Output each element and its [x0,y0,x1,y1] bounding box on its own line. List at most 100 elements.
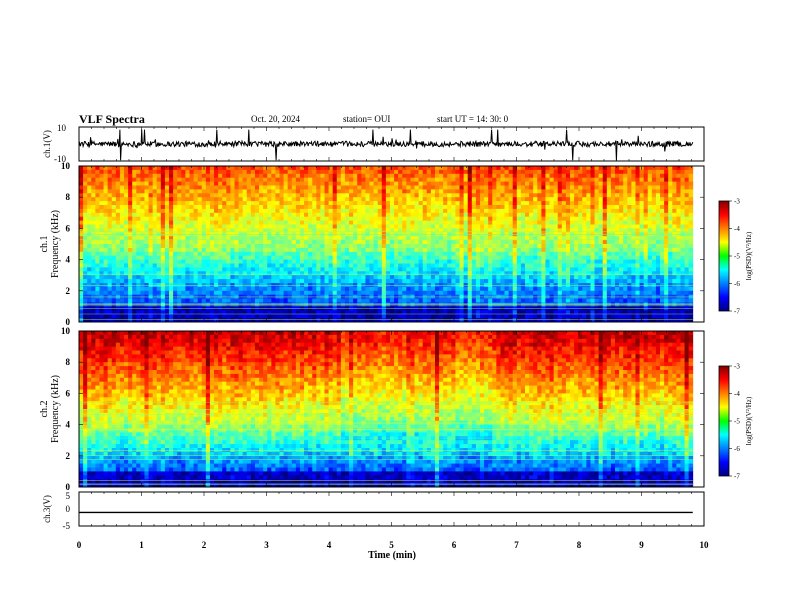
spectrogram-cell [557,259,563,264]
spectrogram-cell [287,181,293,186]
spectrogram-cell [173,201,178,206]
spectrogram-cell [516,240,522,245]
spectrogram-cell [553,220,559,225]
spectrogram-cell [479,224,485,229]
spectrogram-cell [349,267,354,272]
spectrogram-cell [312,255,317,260]
spectrogram-cell [124,228,129,233]
spectrogram-cell [406,205,411,210]
spectrogram-cell [238,169,244,175]
spectrogram-cell [320,197,325,202]
spectrogram-cell [610,189,616,194]
spectrogram-cell [516,271,522,276]
spectrogram-cell [373,224,379,229]
spectrogram-cell [684,247,690,253]
spectrogram-cell [582,169,587,175]
spectrogram-cell [488,275,493,280]
spectrogram-cell [87,166,92,171]
spectrogram-cell [447,205,452,210]
spectrogram-cell [672,236,677,241]
spectrogram-cell [508,251,514,257]
spectrogram-cell [304,189,309,194]
spectrogram-cell [283,208,289,214]
spectrogram-cell [504,263,510,268]
spectrogram-cell [99,263,104,268]
spectrogram-cell [561,166,567,171]
spectrogram-cell [365,263,370,268]
spectrogram-cell [164,236,170,241]
spectrogram-cell [398,208,403,214]
spectrogram-cell [508,212,514,218]
spectrogram-cell [107,228,113,233]
spectrogram-cell [193,212,199,218]
spectrogram-cell [496,263,501,268]
spectrogram-cell [234,259,239,264]
spectrogram-cell [582,177,587,182]
spectrogram-cell [524,212,530,218]
spectrogram-cell [230,255,235,260]
spectrogram-cell [340,247,346,253]
spectrogram-cell [299,247,305,253]
spectrogram-cell [218,286,223,292]
spectrogram-cell [119,173,125,179]
spectrogram-cell [115,267,121,272]
spectrogram-cell [132,263,137,268]
spectrogram-cell [639,166,645,171]
spectrogram-cell [635,212,640,218]
spectrogram-cell [455,166,460,171]
spectrogram-cell [410,267,415,272]
spectrogram-cell [193,224,199,229]
spectrogram-cell [455,185,460,190]
spectrogram-cell [459,166,465,171]
spectrogram-cell [578,173,583,179]
spectrogram-cell [95,166,100,171]
spectrogram-cell [185,279,190,284]
spectrogram-cell [676,177,681,182]
spectrogram-cell [398,185,403,190]
spectrogram-cell [107,205,113,210]
spectrogram-cell [344,205,350,210]
spectrogram-cell [259,251,264,257]
spectrogram-cell [169,201,174,206]
spectrogram-cell [406,224,411,229]
spectrogram-cell [520,247,526,253]
spectrogram-cell [402,201,407,206]
spectrogram-cell [267,286,272,292]
spectrogram-cell [156,220,162,225]
spectrogram-cell [516,247,522,253]
spectrogram-cell [136,216,141,221]
spectrogram-cell [373,247,379,253]
spectrogram-cell [124,220,129,225]
spectrogram-cell [132,290,137,296]
spectrogram-cell [561,251,567,257]
spectrogram-cell [173,181,178,186]
spectrogram-cell [651,220,657,225]
spectrogram-cell [238,251,244,257]
spectrogram-cell [124,166,129,171]
spectrogram-cell [234,224,239,229]
spectrogram-cell [655,224,661,229]
spectrogram-cell [590,212,595,218]
spectrogram-cell [598,193,604,198]
spectrogram-cell [107,290,113,296]
spectrogram-cell [508,185,514,190]
spectrogram-cell [111,181,117,186]
spectrogram-cell [610,193,616,198]
spectrogram-cell [181,193,186,198]
spectrogram-cell [500,251,505,257]
spectrogram-cell [668,286,673,292]
spectrogram-cell [361,275,366,280]
spectrogram-cell [426,255,432,260]
spectrogram-cell [91,228,96,233]
spectrogram-cell [537,197,542,202]
spectrogram-cell [193,259,199,264]
spectrogram-cell [479,220,485,225]
spectrogram-cell [664,247,669,253]
spectrogram-cell [471,275,477,280]
spectrogram-cell [676,263,681,268]
spectrogram-cell [201,236,207,241]
spectrogram-cell [426,185,432,190]
spectrogram-cell [185,185,190,190]
spectrogram-cell [402,247,407,253]
spectrogram-cell [586,240,591,245]
